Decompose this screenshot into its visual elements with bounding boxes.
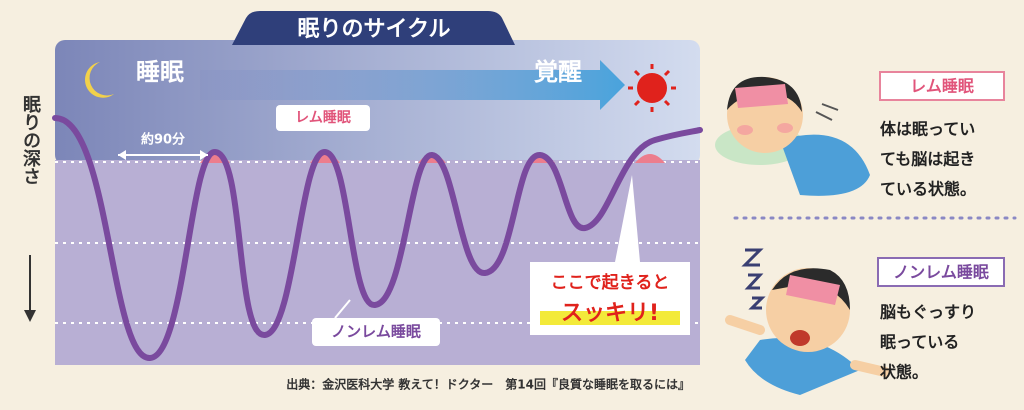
- callout-box: [530, 175, 690, 335]
- moon-icon: [85, 62, 114, 98]
- legend-label: ノンレム睡眠: [893, 263, 989, 282]
- title-tab: [232, 11, 515, 45]
- legend-text: 状態。: [880, 363, 928, 382]
- legend-text: ている状態。: [880, 180, 976, 199]
- start-label: 睡眠: [136, 58, 184, 86]
- source: 出典：金沢医科大学 教えて！ドクター 第14回『良質な睡眠を取るには』: [286, 377, 690, 392]
- nonrem-tag: [312, 318, 440, 346]
- legend-tag: [879, 71, 1005, 101]
- legend-text: 体は眠ってい: [880, 120, 975, 139]
- legend-text: ても脳は起き: [880, 150, 975, 169]
- legend-tag: [877, 257, 1005, 287]
- depth-label: 眠りの深さ: [20, 95, 41, 185]
- pointer: [334, 299, 351, 319]
- legend-label: レム睡眠: [910, 77, 974, 96]
- time-arrow: [200, 60, 625, 110]
- legend-text: 脳もぐっすり: [880, 303, 976, 322]
- legend-text: 眠っている: [880, 333, 959, 352]
- rem-tag: [276, 105, 370, 131]
- highlight: [540, 311, 680, 325]
- callout-emphasis: スッキリ!: [561, 301, 659, 326]
- nonrem-sleeper: [725, 248, 890, 395]
- rem-label: レム睡眠: [295, 110, 351, 126]
- depth-axis: 眠りの深さ: [20, 95, 41, 322]
- callout-line: ここで起きると: [551, 272, 670, 293]
- title: 眠りのサイクル: [298, 17, 451, 42]
- sleep-curve: [52, 115, 703, 362]
- rem-sleeper: [715, 76, 870, 196]
- nonrem-label: ノンレム睡眠: [331, 323, 421, 341]
- cycle-label: 約90分: [141, 132, 185, 148]
- sun-icon: [628, 64, 676, 112]
- end-label: 覚醒: [534, 58, 582, 86]
